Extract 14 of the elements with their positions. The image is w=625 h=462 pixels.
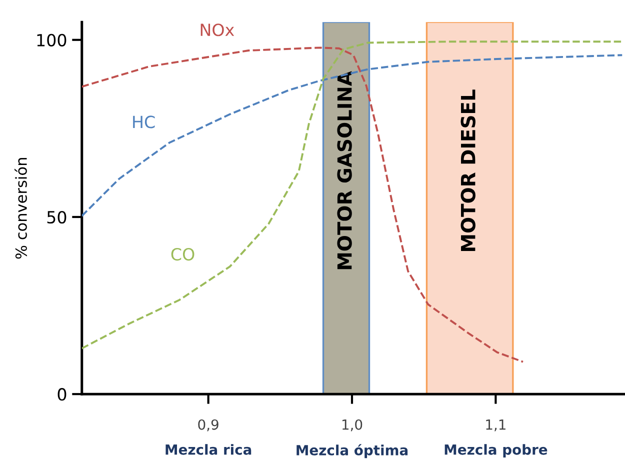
series-label: HC (133, 116, 155, 128)
band-label: MOTOR DIESEL (460, 90, 476, 252)
x-tick-label: 1,1 Mezcla pobre (444, 420, 548, 458)
series-label: NOx (200, 24, 234, 36)
y-tick-label: 0 (58, 388, 66, 401)
y-tick-label: 100 (37, 34, 66, 46)
line-series (82, 46, 524, 363)
x-tick-label: 1,0 Mezcla óptima (296, 419, 408, 458)
series-label: CO (171, 248, 194, 261)
y-axis-title: % conversión (14, 158, 27, 259)
x-tick-label: 0,9 Mezcla rica (166, 419, 252, 455)
y-tick-label: 50 (47, 210, 66, 224)
band-label: MOTOR GASOLINA (337, 71, 352, 270)
line-series (82, 40, 624, 350)
